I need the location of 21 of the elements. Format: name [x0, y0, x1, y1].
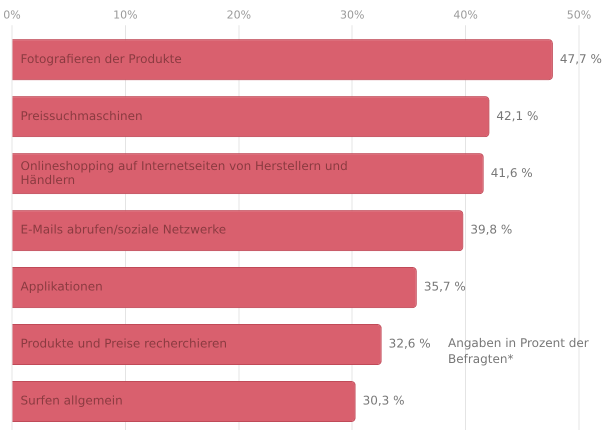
- x-tick-label: 40%: [453, 8, 478, 22]
- y-tick-label: Applikationen: [20, 280, 103, 294]
- y-tick-label: Preissuchmaschinen: [20, 108, 143, 123]
- data-label: 39,8 %: [470, 222, 512, 237]
- y-tick-label: Produkte und Preise recherchieren: [20, 336, 228, 351]
- y-tick-label: Onlineshopping auf Internetseiten von Herstellern und Händlern: [20, 158, 348, 187]
- data-label: 47,7 %: [560, 52, 602, 66]
- y-tick-label: Fotografieren der Produkte: [20, 52, 182, 66]
- x-tick-label: 30%: [340, 8, 364, 22]
- data-label: 32,6 %: [388, 336, 431, 351]
- data-label: 35,7 %: [424, 280, 466, 294]
- data-label: 30,3 %: [362, 394, 405, 408]
- x-tick-label: 0%: [3, 8, 21, 22]
- x-tick-label: 20%: [226, 8, 252, 22]
- x-tick-label: 50%: [566, 8, 592, 22]
- data-label: 42,1 %: [496, 108, 538, 123]
- x-tick-label: 10%: [113, 8, 138, 22]
- y-tick-label: E-Mails abrufen/soziale Netzwerke: [20, 222, 226, 237]
- annotation: Angaben in Prozent der Befragten*: [448, 335, 590, 367]
- y-tick-label: Surfen allgemein: [20, 394, 123, 408]
- data-label: 41,6 %: [490, 166, 533, 180]
